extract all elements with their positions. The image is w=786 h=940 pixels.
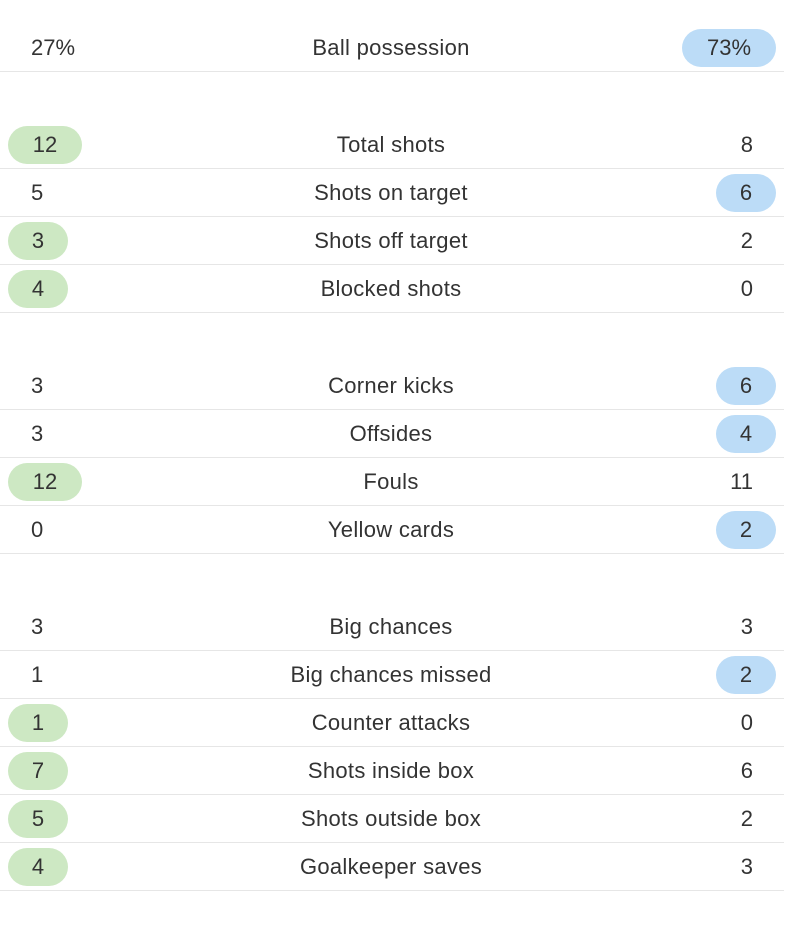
home-value: 3 — [31, 421, 44, 446]
home-value-highlight: 4 — [8, 270, 68, 308]
home-value: 3 — [31, 373, 44, 398]
home-value-highlight: 4 — [8, 848, 68, 886]
home-value-highlight: 12 — [8, 126, 82, 164]
stat-group-discipline: 3 Corner kicks 6 3 Offsides 4 12 Fouls 1… — [0, 362, 786, 554]
stat-row-counter-attacks: 1 Counter attacks 0 — [0, 699, 784, 747]
stat-label: Yellow cards — [327, 517, 455, 542]
away-value: 3 — [740, 614, 753, 639]
away-value-highlight: 4 — [716, 415, 776, 453]
stat-label: Fouls — [363, 469, 419, 494]
stat-label: Blocked shots — [320, 276, 462, 301]
away-value-highlight: 6 — [716, 367, 776, 405]
stat-row-big-chances: 3 Big chances 3 — [0, 603, 784, 651]
home-value-highlight: 5 — [8, 800, 68, 838]
stat-label: Counter attacks — [311, 710, 471, 735]
stat-row-corner-kicks: 3 Corner kicks 6 — [0, 362, 784, 410]
home-value: 3 — [31, 614, 44, 639]
away-value: 0 — [740, 276, 753, 301]
home-value-highlight: 12 — [8, 463, 82, 501]
stat-label: Big chances — [329, 614, 453, 639]
stat-row-yellow-cards: 0 Yellow cards 2 — [0, 506, 784, 554]
stat-row-shots-on-target: 5 Shots on target 6 — [0, 169, 784, 217]
away-value: 6 — [740, 758, 753, 783]
stat-row-total-shots: 12 Total shots 8 — [0, 121, 784, 169]
away-value-highlight: 6 — [716, 174, 776, 212]
away-value: 2 — [740, 806, 753, 831]
stat-row-shots-off-target: 3 Shots off target 2 — [0, 217, 784, 265]
stat-row-shots-outside-box: 5 Shots outside box 2 — [0, 795, 784, 843]
away-value-highlight: 2 — [716, 656, 776, 694]
away-value: 0 — [740, 710, 753, 735]
stat-group-shots: 12 Total shots 8 5 Shots on target 6 3 S… — [0, 121, 786, 313]
away-value: 8 — [740, 132, 753, 157]
away-value-highlight: 73% — [682, 29, 776, 67]
stat-label: Shots off target — [314, 228, 468, 253]
home-value-highlight: 7 — [8, 752, 68, 790]
stat-row-shots-inside-box: 7 Shots inside box 6 — [0, 747, 784, 795]
home-value-highlight: 1 — [8, 704, 68, 742]
stat-label: Big chances missed — [290, 662, 492, 687]
stat-row-blocked-shots: 4 Blocked shots 0 — [0, 265, 784, 313]
home-value: 5 — [31, 180, 44, 205]
away-value: 11 — [730, 469, 753, 494]
stat-group-possession: 27% Ball possession 73% — [0, 0, 786, 72]
home-value-highlight: 3 — [8, 222, 68, 260]
stat-label: Goalkeeper saves — [299, 854, 483, 879]
stat-group-chances: 3 Big chances 3 1 Big chances missed 2 1… — [0, 603, 786, 891]
away-value: 2 — [740, 228, 753, 253]
stat-label: Total shots — [336, 132, 446, 157]
stat-label: Shots on target — [314, 180, 468, 205]
stat-row-offsides: 3 Offsides 4 — [0, 410, 784, 458]
home-value: 1 — [31, 662, 44, 687]
stat-label: Offsides — [349, 421, 433, 446]
stat-label: Shots outside box — [301, 806, 481, 831]
away-value-highlight: 2 — [716, 511, 776, 549]
stat-label: Ball possession — [312, 35, 470, 60]
home-value: 0 — [31, 517, 44, 542]
away-value: 3 — [740, 854, 753, 879]
stat-label: Corner kicks — [328, 373, 454, 398]
stat-row-ball-possession: 27% Ball possession 73% — [0, 24, 784, 72]
stat-row-fouls: 12 Fouls 11 — [0, 458, 784, 506]
stat-row-goalkeeper-saves: 4 Goalkeeper saves 3 — [0, 843, 784, 891]
stat-label: Shots inside box — [307, 758, 475, 783]
home-value: 27% — [31, 35, 76, 60]
stat-row-big-chances-missed: 1 Big chances missed 2 — [0, 651, 784, 699]
